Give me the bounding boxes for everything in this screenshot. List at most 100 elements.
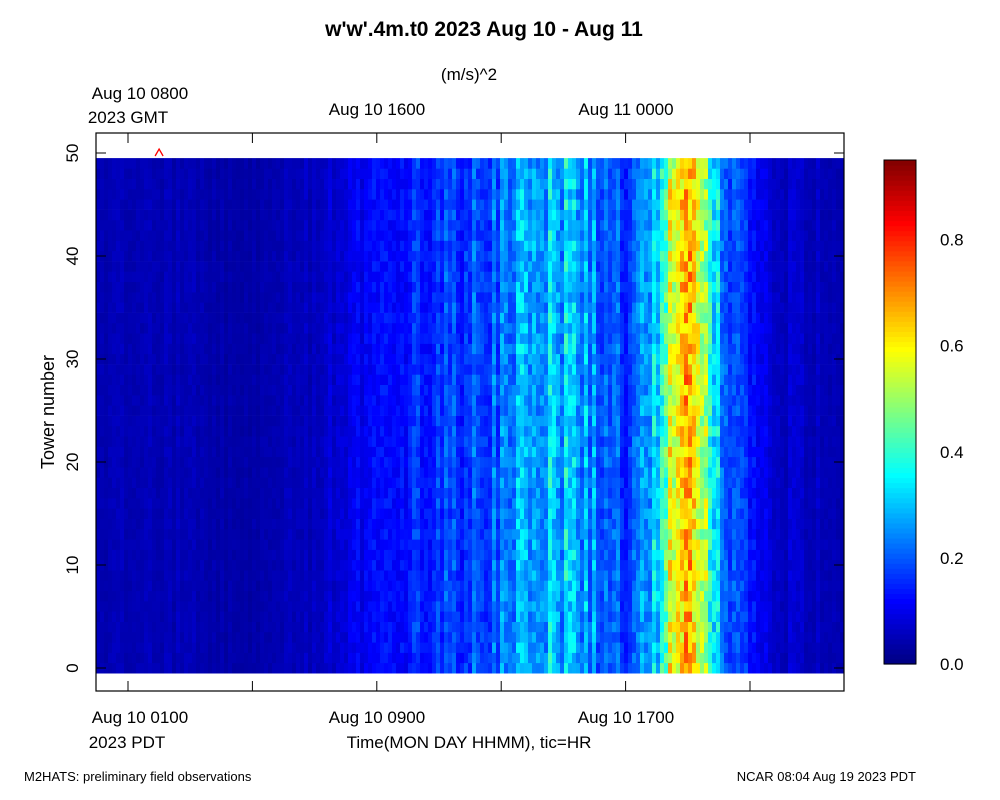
heatmap-cell (316, 189, 320, 200)
heatmap-cell (276, 189, 280, 200)
heatmap-cell (308, 415, 312, 427)
heatmap-cell (452, 508, 456, 519)
heatmap-cell (304, 189, 308, 200)
heatmap-cell (340, 230, 344, 241)
heatmap-cell (336, 601, 340, 612)
heatmap-cell (384, 539, 388, 550)
heatmap-cell (268, 292, 272, 303)
heatmap-cell (464, 518, 468, 530)
heatmap-cell (468, 642, 472, 653)
heatmap-cell (432, 621, 436, 633)
heatmap-cell (244, 281, 248, 293)
heatmap-cell (448, 322, 452, 334)
heatmap-cell (280, 405, 284, 416)
heatmap-cell (304, 302, 308, 313)
heatmap-cell (168, 477, 172, 488)
heatmap-cell (340, 518, 344, 530)
heatmap-cell (208, 168, 212, 179)
heatmap-cell (316, 374, 320, 385)
heatmap-cell (276, 168, 280, 179)
heatmap-cell (252, 353, 256, 365)
heatmap-cell (144, 436, 148, 447)
heatmap-cell (356, 395, 360, 406)
heatmap-cell (452, 539, 456, 550)
heatmap-cell (128, 529, 132, 540)
heatmap-cell (440, 580, 444, 592)
heatmap-cell (344, 487, 348, 499)
heatmap-cell (112, 364, 116, 375)
heatmap-cell (204, 405, 208, 416)
heatmap-cell (372, 322, 376, 334)
heatmap-cell (340, 199, 344, 210)
heatmap-cell (448, 364, 452, 375)
heatmap-cell (240, 178, 244, 190)
heatmap-cell (372, 570, 376, 581)
heatmap-cell (384, 322, 388, 334)
heatmap-cell (264, 230, 268, 241)
heatmap-cell (464, 487, 468, 499)
heatmap-cell (300, 395, 304, 406)
heatmap-cell (164, 456, 168, 468)
heatmap-cell (484, 158, 488, 169)
heatmap-cell (476, 621, 480, 633)
heatmap-cell (428, 384, 432, 396)
heatmap-cell (132, 261, 136, 272)
heatmap-cell (292, 436, 296, 447)
heatmap-cell (380, 498, 384, 509)
heatmap-cell (320, 384, 324, 396)
heatmap-cell (144, 559, 148, 571)
heatmap-cell (412, 333, 416, 344)
heatmap-cell (360, 662, 364, 674)
heatmap-cell (264, 570, 268, 581)
heatmap-cell (420, 498, 424, 509)
heatmap-cell (176, 343, 180, 355)
heatmap-cell (400, 642, 404, 653)
heatmap-cell (288, 395, 292, 406)
heatmap-cell (448, 446, 452, 458)
heatmap-cell (128, 632, 132, 643)
heatmap-cell (172, 271, 176, 282)
heatmap-cell (448, 374, 452, 385)
heatmap-cell (300, 302, 304, 313)
heatmap-cell (180, 384, 184, 396)
heatmap-cell (456, 281, 460, 293)
heatmap-cell (488, 209, 492, 221)
heatmap-cell (96, 580, 100, 592)
heatmap-cell (484, 611, 488, 622)
heatmap-cell (444, 580, 448, 592)
heatmap-cell (492, 384, 496, 396)
heatmap-cell (252, 456, 256, 468)
heatmap-cell (208, 621, 212, 633)
heatmap-cell (480, 415, 484, 427)
heatmap-cell (348, 611, 352, 622)
heatmap-cell (340, 642, 344, 653)
heatmap-cell (312, 446, 316, 458)
heatmap-cell (344, 652, 348, 664)
heatmap-cell (436, 322, 440, 334)
heatmap-cell (420, 487, 424, 499)
heatmap-cell (412, 178, 416, 190)
heatmap-cell (244, 230, 248, 241)
heatmap-cell (112, 219, 116, 231)
heatmap-cell (276, 456, 280, 468)
heatmap-cell (280, 611, 284, 622)
heatmap-cell (236, 219, 240, 231)
heatmap-cell (324, 250, 328, 262)
heatmap-cell (356, 219, 360, 231)
heatmap-cell (236, 456, 240, 468)
heatmap-cell (440, 539, 444, 550)
heatmap-cell (364, 230, 368, 241)
heatmap-cell (188, 487, 192, 499)
heatmap-cell (448, 219, 452, 231)
heatmap-cell (148, 539, 152, 550)
heatmap-cell (336, 219, 340, 231)
heatmap-cell (428, 559, 432, 571)
heatmap-cell (380, 405, 384, 416)
heatmap-cell (252, 425, 256, 437)
heatmap-cell (188, 395, 192, 406)
heatmap-cell (288, 230, 292, 241)
heatmap-cell (212, 240, 216, 252)
heatmap-cell (296, 662, 300, 674)
heatmap-cell (248, 219, 252, 231)
heatmap-cell (180, 467, 184, 478)
